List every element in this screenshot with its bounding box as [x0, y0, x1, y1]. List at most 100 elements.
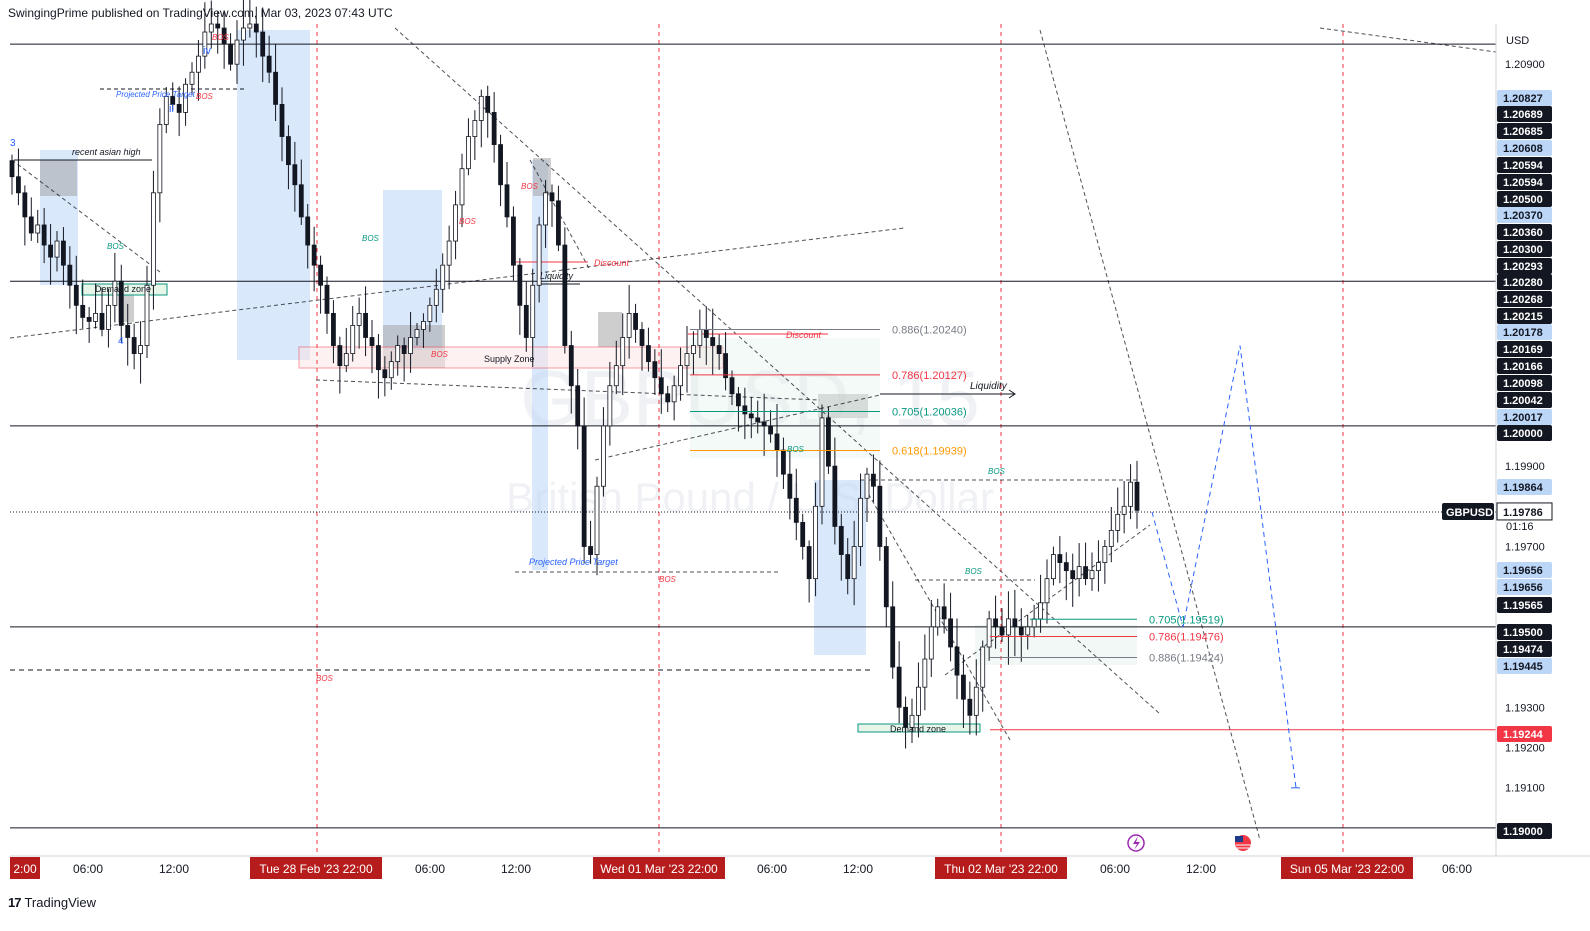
candle-body	[421, 321, 426, 330]
time-axis-label: 06:00	[1442, 862, 1472, 876]
order-block	[598, 312, 622, 347]
candle-body	[183, 83, 188, 113]
price-badge	[1497, 479, 1552, 495]
candle-body	[151, 192, 156, 286]
chart-annotation: Demand zone	[890, 724, 946, 734]
candle-body	[478, 95, 484, 121]
candle-body	[723, 353, 728, 379]
candle-body	[163, 95, 169, 125]
candle-body	[266, 55, 272, 73]
candle-body	[170, 95, 176, 105]
candle-body	[691, 345, 696, 354]
price-badge-label: 1.19474	[1503, 644, 1544, 656]
price-badge	[1497, 409, 1552, 425]
candle-body	[273, 71, 278, 105]
current-price-badge	[1496, 502, 1553, 521]
highlight-zone	[814, 480, 866, 655]
price-badge-label: 1.20178	[1503, 327, 1543, 339]
candle-body	[247, 23, 253, 29]
price-badge-label: 1.20370	[1503, 210, 1543, 222]
candle-body	[1044, 578, 1050, 604]
candle-body	[588, 546, 593, 555]
candle-body	[845, 554, 851, 580]
price-badge-label: 1.20300	[1503, 244, 1543, 256]
fib-level-label: 0.705(1.19519)	[1149, 614, 1224, 626]
candle-body	[369, 337, 375, 346]
candle-body	[800, 521, 806, 547]
trend-line	[9, 227, 905, 339]
candle-body	[453, 204, 458, 242]
fib-level-label: 0.886(1.19424)	[1149, 652, 1224, 664]
candle-body	[1083, 566, 1088, 580]
candle-body	[106, 304, 111, 330]
candle-body	[221, 27, 227, 45]
trend-line	[1319, 27, 1497, 53]
candle-body	[1051, 554, 1056, 580]
candle-body	[208, 23, 214, 33]
candle-body	[292, 164, 298, 186]
time-axis[interactable]: 2:00 06:00 12:00 Tue 28 Feb '23 22:00 06:00 1…	[10, 857, 1472, 879]
time-axis-label: 06:00	[757, 862, 787, 876]
trend-line	[315, 379, 821, 401]
time-axis-label: 12:00	[843, 862, 873, 876]
candle-body	[459, 168, 465, 206]
chart-annotation: Supply Zone	[484, 354, 535, 364]
price-badge	[1497, 641, 1552, 657]
candle-body	[826, 417, 831, 467]
candle-body	[138, 345, 143, 354]
price-tick-label: 1.19300	[1505, 702, 1545, 714]
candle-body	[279, 103, 285, 137]
candle-body	[54, 240, 60, 258]
chart-annotation: 4	[118, 336, 124, 347]
trend-line	[394, 27, 1161, 715]
chart-annotation: Demand zone	[95, 284, 151, 294]
price-badge	[1497, 123, 1552, 139]
candle-body	[536, 224, 542, 286]
price-badge-label: 1.20689	[1503, 109, 1543, 121]
price-badge	[1497, 341, 1552, 357]
price-badge-label: 1.20169	[1503, 344, 1543, 356]
fib-level-label: 0.705(1.20036)	[892, 406, 967, 418]
chart-annotation: BOS	[196, 92, 214, 101]
projection-path	[1151, 345, 1297, 788]
price-badge-label: 1.19864	[1503, 482, 1544, 494]
candle-body	[633, 312, 638, 330]
candle-body	[466, 136, 471, 170]
price-badge	[1497, 174, 1552, 190]
candle-body	[9, 160, 15, 178]
tradingview-brand: TradingView	[24, 894, 97, 910]
candle-body	[993, 618, 998, 628]
candle-body	[607, 385, 613, 427]
candle-body	[613, 365, 619, 387]
price-badge-label: 1.20042	[1503, 395, 1543, 407]
price-badge-label: 1.19565	[1503, 600, 1543, 612]
price-badge	[1497, 291, 1552, 307]
candle-body	[594, 485, 600, 555]
tradingview-footer: 17 TradingView	[8, 893, 96, 911]
chart-annotation: BOS	[521, 182, 539, 191]
time-axis-label: 06:00	[73, 862, 103, 876]
price-badge	[1497, 224, 1552, 240]
candle-body	[716, 345, 722, 354]
candle-body	[568, 345, 574, 387]
price-axis[interactable]: USD 1.209001.199001.197001.193001.192001…	[1442, 35, 1553, 839]
candle-body	[41, 224, 47, 246]
candle-body	[768, 425, 773, 435]
candle-body	[253, 23, 259, 33]
candle-body	[1089, 570, 1095, 580]
candle-body	[736, 393, 741, 407]
price-badge	[1497, 658, 1552, 674]
candle-body	[948, 618, 953, 648]
chart-annotation: recent asian high	[72, 147, 141, 157]
candle-body	[543, 192, 548, 226]
candle-body	[787, 473, 793, 499]
chart-annotation: Projected Price Target	[116, 90, 196, 99]
candle-body	[485, 95, 491, 113]
candle-body	[871, 473, 876, 487]
price-tick-label: 1.20900	[1505, 59, 1545, 71]
trend-line	[11, 159, 161, 273]
candle-body	[1031, 618, 1037, 628]
candle-body	[363, 312, 368, 338]
candle-body	[1006, 618, 1011, 636]
